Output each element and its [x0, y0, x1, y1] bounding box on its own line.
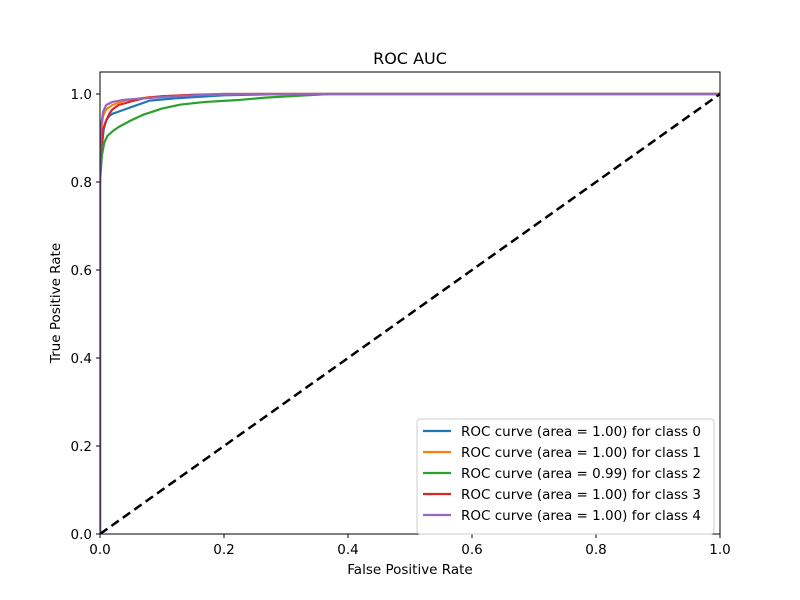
chance-diagonal-line — [100, 92, 720, 534]
legend-label: ROC curve (area = 1.00) for class 4 — [461, 508, 701, 524]
legend-label: ROC curve (area = 0.99) for class 2 — [461, 466, 701, 482]
x-axis: 0.0 0.2 0.4 0.6 0.8 1.0 — [89, 534, 731, 558]
legend-label: ROC curve (area = 1.00) for class 0 — [461, 424, 701, 440]
y-axis-title: True Positive Rate — [48, 243, 64, 364]
x-tick-label: 0.2 — [213, 542, 234, 558]
y-axis: 0.0 0.2 0.4 0.6 0.8 1.0 — [71, 87, 100, 543]
y-tick-label: 0.2 — [71, 439, 92, 455]
legend-label: ROC curve (area = 1.00) for class 1 — [461, 445, 701, 461]
y-tick-label: 0.8 — [71, 175, 92, 191]
x-tick-label: 0.8 — [585, 542, 606, 558]
legend: ROC curve (area = 1.00) for class 0 ROC c… — [416, 418, 715, 535]
plot-frame — [99, 71, 721, 535]
legend-box — [416, 418, 715, 535]
roc-line-class-4 — [100, 92, 720, 534]
x-tick-label: 1.0 — [709, 542, 730, 558]
legend-label: ROC curve (area = 1.00) for class 3 — [461, 487, 701, 503]
y-tick-label: 1.0 — [71, 87, 92, 103]
x-tick-label: 0.6 — [461, 542, 482, 558]
y-tick-label: 0.0 — [71, 527, 92, 543]
series-layer — [100, 92, 720, 534]
y-tick-label: 0.6 — [71, 263, 92, 279]
roc-line-class-2 — [100, 92, 720, 534]
x-tick-label: 0.4 — [337, 542, 358, 558]
x-axis-title: False Positive Rate — [347, 562, 472, 578]
x-tick-label: 0.0 — [89, 542, 110, 558]
y-tick-label: 0.4 — [71, 351, 92, 367]
chart-title: ROC AUC — [373, 49, 447, 68]
